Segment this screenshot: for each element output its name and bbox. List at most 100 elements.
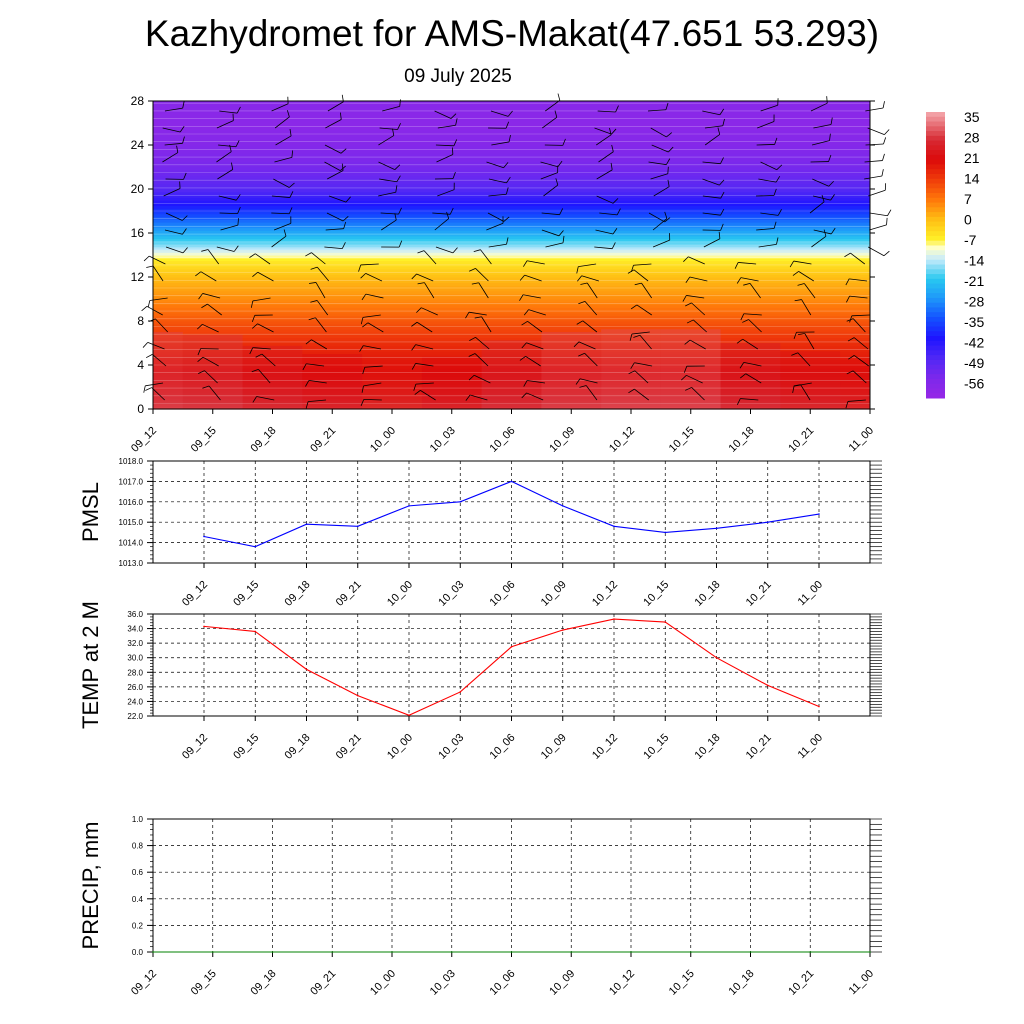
heatmap-band	[153, 345, 870, 350]
wind-barb	[634, 362, 653, 367]
wind-barb-flag	[237, 206, 241, 214]
colorbar-swatch	[926, 207, 945, 213]
wind-barb-flag	[665, 158, 671, 165]
wind-barb-flag	[519, 294, 524, 301]
y-tick-label: 0.0	[132, 948, 144, 957]
colorbar-swatch	[926, 264, 945, 270]
heatmap-band	[153, 175, 870, 179]
series-point	[510, 645, 513, 648]
heatmap-band	[153, 307, 870, 311]
wind-barb	[798, 271, 815, 282]
wind-barb-flag	[360, 317, 364, 325]
wind-barb-flag	[791, 352, 799, 356]
wind-barb	[381, 219, 397, 231]
wind-barb	[219, 110, 238, 114]
wind-barb	[526, 392, 544, 401]
y-axis-label: TEMP at 2 M	[78, 601, 103, 729]
x-tick-label: 11_00	[796, 732, 826, 762]
wind-barb	[758, 243, 777, 248]
chart-subtitle: 09 July 2025	[404, 66, 512, 87]
chart-title: Kazhydromet for AMS-Makat(47.651 53.293)	[144, 13, 880, 54]
heatmap-band	[153, 114, 870, 119]
wind-barb-flag	[237, 218, 239, 226]
wind-barb-flag	[343, 221, 347, 229]
heatmap-band	[153, 356, 870, 361]
wind-barb	[273, 178, 290, 188]
x-tick-label: 10_18	[693, 732, 723, 762]
surface-cell	[780, 351, 841, 409]
wind-barb	[363, 382, 382, 387]
temperature-heatmap-panel: 0 4 8 12 16 20 24 28 09_12 09_15 09_18 09_21 10_00 10…	[129, 93, 892, 455]
wind-barb-flag	[182, 215, 188, 221]
wind-barb	[756, 228, 775, 231]
wind-barb	[812, 178, 829, 187]
wind-barb	[416, 273, 434, 282]
wind-barb-flag	[681, 375, 687, 381]
wind-barb	[702, 195, 721, 199]
wind-barb	[165, 246, 184, 254]
heatmap-band	[153, 312, 870, 317]
wind-barb	[540, 172, 558, 180]
colorbar-swatch	[926, 302, 945, 308]
series-point	[869, 951, 871, 953]
x-tick-label: 10_06	[488, 579, 518, 609]
wind-barb-flag	[519, 355, 526, 361]
colorbar-swatch	[926, 221, 945, 227]
wind-barb-flag	[361, 293, 367, 301]
series-point	[613, 618, 615, 620]
wind-barb	[745, 373, 762, 384]
wind-barb	[488, 193, 507, 197]
wind-barb-flag	[342, 215, 349, 222]
heatmap-band	[153, 200, 870, 204]
wind-barb	[793, 260, 812, 265]
x-tick-label: 10_18	[727, 425, 757, 455]
heatmap-band	[153, 282, 870, 286]
y-axis-label: PMSL	[78, 482, 103, 542]
x-tick-label: 10_12	[590, 579, 620, 609]
wind-barb-flag	[736, 398, 741, 406]
wind-barb-flag	[283, 229, 287, 237]
wind-barb-flag	[305, 401, 309, 409]
heatmap-band	[153, 120, 870, 124]
y-tick-label: 1017.0	[119, 477, 144, 486]
series-point	[408, 714, 410, 717]
wind-barb-flag	[573, 341, 580, 348]
heatmap-band	[153, 332, 870, 336]
wind-barb	[325, 119, 342, 129]
colorbar-swatch	[926, 231, 945, 237]
wind-barb-flag	[734, 262, 739, 269]
wind-barb	[327, 101, 344, 112]
wind-barb	[311, 252, 326, 265]
colorbar-swatch	[926, 178, 945, 184]
x-tick-label: 10_09	[539, 579, 569, 609]
wind-barb	[364, 365, 383, 368]
wind-barb-flag	[252, 396, 257, 403]
wind-barb	[218, 195, 237, 201]
wind-barb	[423, 250, 437, 265]
wind-barb-flag	[394, 213, 397, 221]
heatmap-band	[153, 279, 870, 284]
colorbar-swatch	[926, 374, 945, 380]
wind-barb-flag	[308, 282, 317, 284]
wind-barb	[378, 161, 395, 171]
wind-barb	[647, 109, 666, 112]
wind-barb-flag	[828, 154, 832, 162]
x-tick-label: 10_18	[693, 579, 723, 609]
surface-layer	[153, 329, 870, 409]
wind-barb	[207, 303, 222, 316]
wind-barb-flag	[720, 208, 725, 216]
wind-barb-flag	[506, 176, 511, 184]
wind-barb	[271, 103, 289, 112]
wind-barb	[869, 212, 888, 217]
wind-barb	[468, 311, 487, 316]
heatmap-band	[153, 381, 870, 385]
wind-barb	[648, 161, 667, 166]
wind-barb	[252, 297, 271, 302]
wind-barb	[540, 161, 558, 168]
x-tick-label: 09_21	[334, 732, 364, 762]
colorbar-swatch	[926, 383, 945, 389]
x-tick-label: 10_03	[428, 425, 458, 455]
colorbar-swatch	[926, 121, 945, 127]
colorbar-swatch	[926, 212, 945, 218]
wind-barb	[478, 282, 489, 299]
